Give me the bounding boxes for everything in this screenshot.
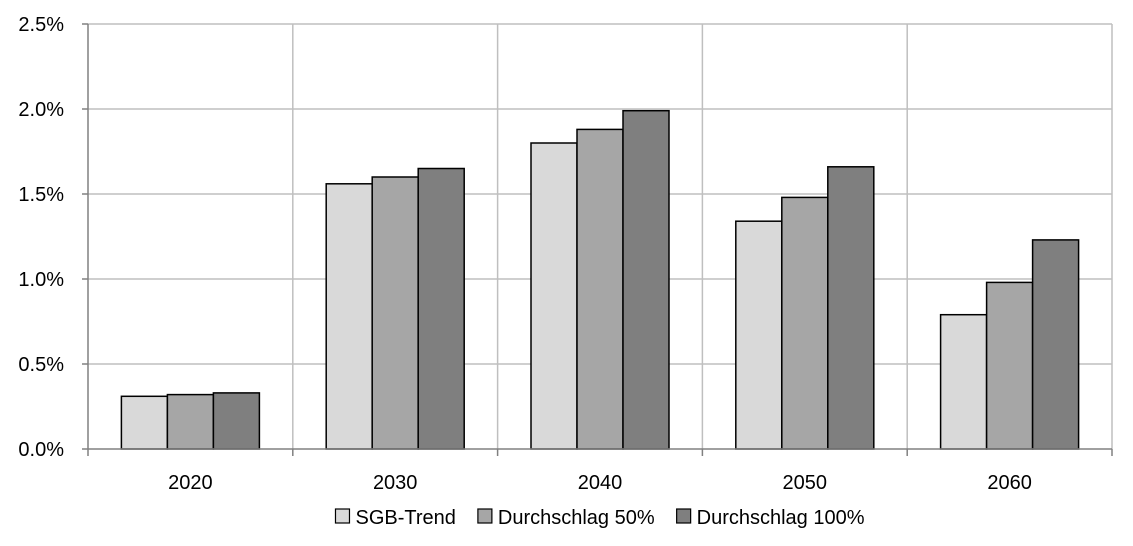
- y-tick-label: 0.5%: [18, 354, 64, 376]
- legend-label: Durchschlag 100%: [697, 507, 865, 529]
- y-tick-label: 2.5%: [18, 14, 64, 36]
- bar: [622, 109, 670, 450]
- bar: [939, 313, 988, 450]
- legend-label: SGB-Trend: [355, 507, 455, 529]
- x-tick-label: 2020: [168, 472, 213, 494]
- bar: [120, 395, 169, 450]
- bar: [735, 220, 783, 450]
- legend-swatch: [477, 508, 493, 524]
- y-tick-label: 2.0%: [18, 99, 64, 121]
- bar: [417, 167, 465, 450]
- y-tick-label: 0.0%: [18, 439, 64, 461]
- axes: [82, 23, 1113, 456]
- bar: [166, 393, 215, 450]
- bar: [576, 128, 624, 450]
- y-tick-label: 1.0%: [18, 269, 64, 291]
- legend-swatch: [676, 508, 692, 524]
- bar: [1031, 239, 1080, 450]
- legend-swatch: [334, 508, 351, 524]
- bar: [212, 392, 261, 450]
- y-tick-labels: 0.0% 0.5% 1.0% 1.5% 2.0% 2.5%: [18, 14, 64, 461]
- bar: [530, 142, 578, 450]
- x-tick-labels: 2020 2030 2040 2050 2060: [168, 472, 1032, 494]
- x-tick-label: 2060: [987, 472, 1032, 494]
- y-tick-label: 1.5%: [18, 184, 64, 206]
- bar: [325, 183, 373, 450]
- x-tick-label: 2040: [578, 472, 623, 494]
- x-tick-label: 2030: [373, 472, 418, 494]
- x-tick-label: 2050: [783, 472, 828, 494]
- legend-label: Durchschlag 50%: [498, 507, 655, 529]
- bar: [371, 176, 419, 450]
- bar: [985, 281, 1034, 450]
- bars: [120, 109, 1080, 450]
- legend: SGB-Trend Durchschlag 50% Durchschlag 100%: [334, 507, 865, 529]
- bar: [781, 196, 829, 450]
- bar: [827, 166, 875, 450]
